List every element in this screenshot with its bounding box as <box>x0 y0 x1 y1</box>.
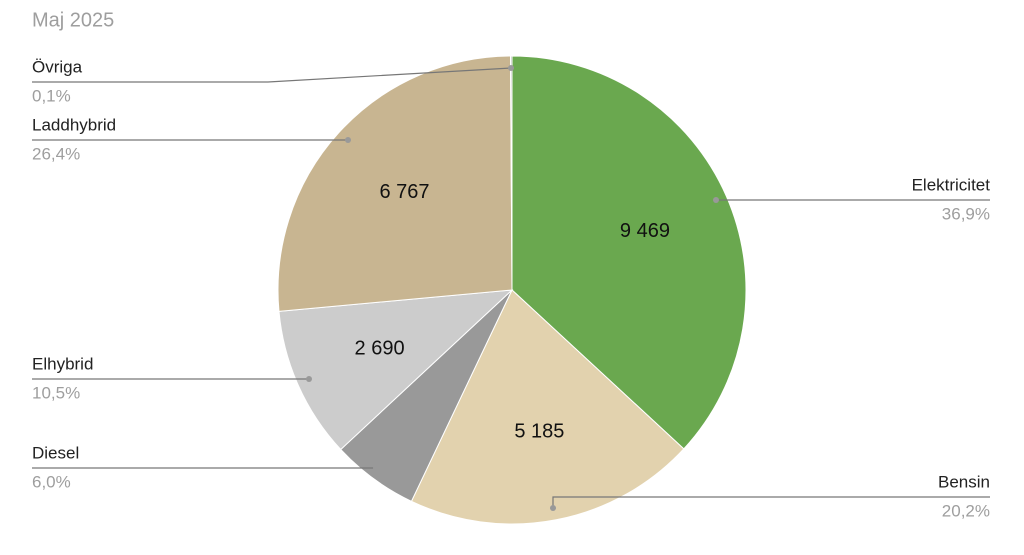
value-label: 6 767 <box>379 181 429 203</box>
pie-slice <box>277 55 513 312</box>
legend-label: Bensin <box>938 472 990 491</box>
leader-dot <box>550 505 556 511</box>
percent-label: 20,2% <box>942 501 990 520</box>
value-label: 2 690 <box>355 338 405 360</box>
legend-label: Elhybrid <box>32 354 93 373</box>
leader-line <box>552 496 990 508</box>
leader-dot <box>306 376 312 382</box>
percent-label: 26,4% <box>32 144 80 163</box>
pie-slice <box>278 289 514 451</box>
chart-title: Maj 2025 <box>32 9 114 31</box>
pie-slice <box>511 55 747 450</box>
leader-line <box>32 67 512 83</box>
leader-dot <box>373 465 379 471</box>
percent-label: 10,5% <box>32 383 80 402</box>
value-label: 5 185 <box>514 421 564 443</box>
pie-slice <box>410 289 685 525</box>
leader-dot <box>713 197 719 203</box>
leader-dot <box>345 137 351 143</box>
legend-label: Diesel <box>32 443 79 462</box>
percent-label: 36,9% <box>942 204 990 223</box>
legend-label: Laddhybrid <box>32 115 116 134</box>
value-label: 9 469 <box>620 220 670 242</box>
leader-dot <box>508 65 514 71</box>
pie-slice <box>510 55 513 291</box>
percent-label: 0,1% <box>32 86 71 105</box>
legend-label: Elektricitet <box>912 175 991 194</box>
legend-label: Övriga <box>32 57 83 76</box>
percent-label: 6,0% <box>32 472 71 491</box>
